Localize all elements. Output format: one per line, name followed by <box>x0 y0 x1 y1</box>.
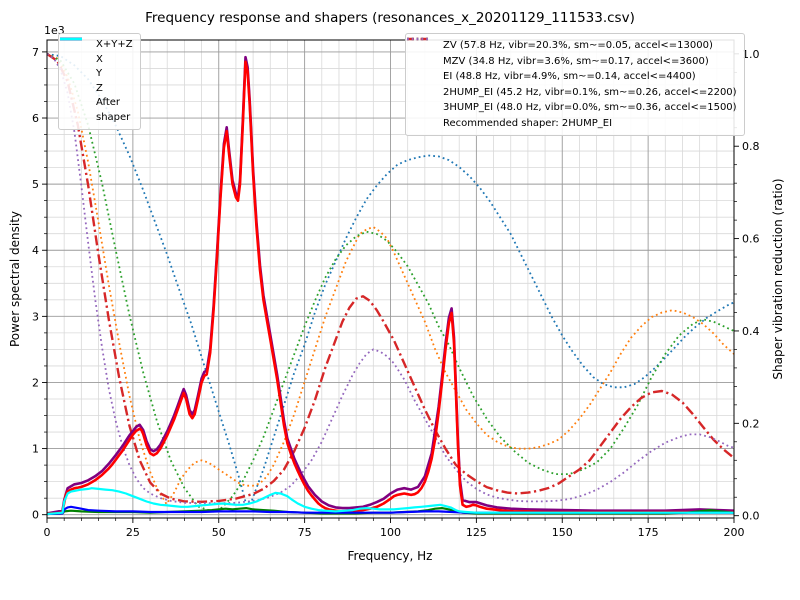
y-left-tick-label: 3 <box>32 310 39 323</box>
x-tick-label: 100 <box>380 526 401 539</box>
legend-item-3hump-ei: 3HUMP_EI (48.0 Hz, vibr=0.0%, sm~=0.36, … <box>407 37 737 116</box>
ticks: 0 25 50 75 100 125 150 175 200 0 1 2 3 4 5 6 7 0.0 0.2 0.4 0… <box>32 46 760 539</box>
legend-label-3hump-ei: 3HUMP_EI (48.0 Hz, vibr=0.0%, sm~=0.36, … <box>443 102 737 113</box>
y-right-tick-label: 1.0 <box>742 48 760 61</box>
y-right-tick-label: 0.0 <box>742 510 760 523</box>
legend-label-2hump-ei: 2HUMP_EI (45.2 Hz, vibr=0.1%, sm~=0.26, … <box>443 86 737 98</box>
y-left-tick-label: 2 <box>32 376 39 389</box>
legend-swatch-after-shaper <box>60 37 90 116</box>
x-tick-label: 0 <box>44 526 51 539</box>
legend-item-ei: EI (48.8 Hz, vibr=4.9%, sm~=0.14, accel<… <box>407 37 737 85</box>
legend-label-recommended-shaper: Recommended shaper: 2HUMP_EI <box>443 117 613 129</box>
legend-item-mzv: MZV (34.8 Hz, vibr=3.6%, sm~=0.17, accel… <box>407 37 737 70</box>
legend-label-mzv: MZV (34.8 Hz, vibr=3.6%, sm~=0.17, accel… <box>443 55 709 67</box>
legend-shapers: ZV (57.8 Hz, vibr=20.3%, sm~=0.05, accel… <box>405 33 745 136</box>
x-tick-label: 125 <box>466 526 487 539</box>
y-right-tick-label: 0.6 <box>742 233 760 246</box>
series-mzv <box>47 53 734 505</box>
y-left-tick-label: 6 <box>32 112 39 125</box>
legend-item-after-shaper: After shaper <box>60 37 133 125</box>
y-left-tick-label: 4 <box>32 244 39 257</box>
y-left-tick-label: 7 <box>32 46 39 59</box>
y-axis-label-left: Power spectral density <box>8 210 22 348</box>
series-after-shaper <box>47 487 734 516</box>
legend-label-y: Y <box>96 68 103 79</box>
legend-swatch-y <box>60 37 90 79</box>
y-axis-label-right: Shaper vibration reduction (ratio) <box>771 178 785 380</box>
x-tick-label: 75 <box>298 526 312 539</box>
x-tick-label: 25 <box>126 526 140 539</box>
x-tick-label: 150 <box>552 526 573 539</box>
x-tick-label: 200 <box>724 526 745 539</box>
legend-label-ei: EI (48.8 Hz, vibr=4.9%, sm~=0.14, accel<… <box>443 71 696 82</box>
legend-swatch-ei <box>407 37 437 82</box>
legend-swatch-x <box>60 37 90 65</box>
legend-swatch-z <box>60 37 90 94</box>
legend-label-z: Z <box>96 82 103 94</box>
legend-label-after-shaper: After shaper <box>96 97 131 123</box>
legend-label-zv: ZV (57.8 Hz, vibr=20.3%, sm~=0.05, accel… <box>443 40 713 51</box>
series-2hump-ei <box>47 52 734 503</box>
y-left-tick-label: 0 <box>32 509 39 522</box>
legend-swatch-mzv <box>407 37 437 66</box>
legend-item-recommended-shaper: Recommended shaper: 2HUMP_EI <box>413 116 737 132</box>
legend-swatch-2hump-ei <box>407 37 437 97</box>
series-ei <box>47 53 734 513</box>
y-left-tick-label: 5 <box>32 178 39 191</box>
series-x <box>47 60 734 515</box>
y-right-tick-label: 0.8 <box>742 140 760 153</box>
legend-item-z: Z <box>60 37 133 97</box>
legend-swatch-blank <box>413 118 437 128</box>
legend-item-y: Y <box>60 37 133 82</box>
series-zv <box>47 53 734 503</box>
legend-item-zv: ZV (57.8 Hz, vibr=20.3%, sm~=0.05, accel… <box>407 37 737 54</box>
series-group <box>47 52 734 516</box>
x-tick-label: 50 <box>212 526 226 539</box>
x-axis-label: Frequency, Hz <box>347 549 433 563</box>
legend-label-x: X <box>96 53 103 65</box>
y-right-tick-label: 0.4 <box>742 325 760 338</box>
y-right-tick-label: 0.2 <box>742 417 760 430</box>
legend-item-2hump-ei: 2HUMP_EI (45.2 Hz, vibr=0.1%, sm~=0.26, … <box>407 37 737 101</box>
y-left-tick-label: 1 <box>32 443 39 456</box>
x-tick-label: 175 <box>638 526 659 539</box>
chart-title: Frequency response and shapers (resonanc… <box>145 10 635 26</box>
legend-swatch-3hump-ei <box>407 37 437 113</box>
legend-psd: X+Y+Z X Y Z After shaper <box>58 33 141 130</box>
legend-label-xyz: X+Y+Z <box>96 39 133 50</box>
legend-item-x: X <box>60 37 133 68</box>
